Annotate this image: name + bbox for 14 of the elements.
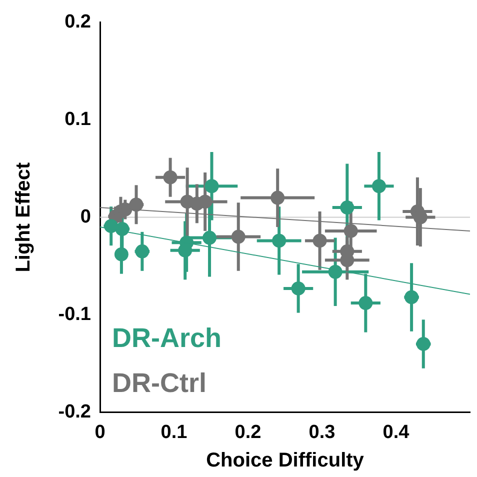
y-tick-label: 0.1 [64,109,92,130]
y-axis-title: Light Effect [12,162,35,272]
y-tick-label: 0.2 [64,12,91,33]
x-tick-label: 0.2 [234,422,262,443]
y-tick-label: 0 [80,206,91,228]
y-tick-label: -0.2 [58,401,91,422]
y-tick-label: -0.1 [58,304,92,325]
text: DR-Arch [112,323,222,354]
x-tick-label: 0.1 [160,422,188,443]
x-axis-title: Choice Difficulty [206,450,365,472]
x-tick-label: 0.4 [382,422,410,443]
x-tick-label: 0.3 [308,422,336,443]
text: DR-Ctrl [112,368,206,398]
x-tick-label: 0 [94,422,106,443]
